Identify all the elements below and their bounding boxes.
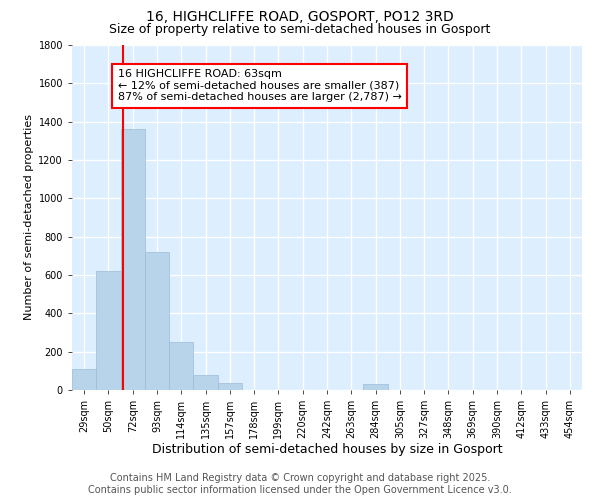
Text: Contains HM Land Registry data © Crown copyright and database right 2025.
Contai: Contains HM Land Registry data © Crown c… xyxy=(88,474,512,495)
X-axis label: Distribution of semi-detached houses by size in Gosport: Distribution of semi-detached houses by … xyxy=(152,442,502,456)
Bar xyxy=(96,271,121,390)
Text: Size of property relative to semi-detached houses in Gosport: Size of property relative to semi-detach… xyxy=(109,22,491,36)
Bar xyxy=(145,252,169,390)
Bar xyxy=(364,384,388,390)
Bar xyxy=(169,342,193,390)
Bar xyxy=(72,369,96,390)
Bar xyxy=(193,374,218,390)
Text: 16 HIGHCLIFFE ROAD: 63sqm
← 12% of semi-detached houses are smaller (387)
87% of: 16 HIGHCLIFFE ROAD: 63sqm ← 12% of semi-… xyxy=(118,69,402,102)
Y-axis label: Number of semi-detached properties: Number of semi-detached properties xyxy=(24,114,34,320)
Text: 16, HIGHCLIFFE ROAD, GOSPORT, PO12 3RD: 16, HIGHCLIFFE ROAD, GOSPORT, PO12 3RD xyxy=(146,10,454,24)
Bar xyxy=(218,384,242,390)
Bar xyxy=(121,130,145,390)
